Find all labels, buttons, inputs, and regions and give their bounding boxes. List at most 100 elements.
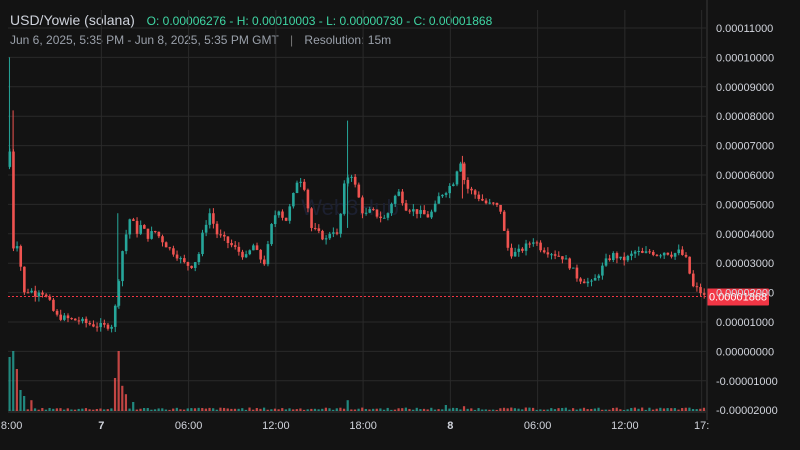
- volume-bar: [619, 409, 622, 411]
- volume-bar: [622, 409, 626, 411]
- candle-body: [593, 278, 597, 281]
- volume-bar: [197, 407, 200, 411]
- volume-bar: [328, 408, 331, 411]
- candle-body: [70, 318, 73, 320]
- candle-body: [121, 251, 124, 282]
- volume-bar: [88, 409, 91, 411]
- candle-body: [622, 256, 626, 261]
- volume-bar: [368, 409, 371, 411]
- candle-body: [48, 296, 52, 300]
- volume-bar: [321, 408, 324, 411]
- candle-body: [615, 253, 619, 259]
- volume-bar: [659, 407, 662, 411]
- volume-bar: [611, 407, 615, 411]
- candle-body: [204, 224, 208, 233]
- candle-body: [259, 249, 262, 260]
- candle-body: [132, 219, 135, 221]
- volume-bar: [459, 409, 462, 411]
- volume-bar: [641, 407, 644, 411]
- candle-body: [30, 290, 33, 293]
- candle-body: [299, 181, 302, 183]
- volume-bar: [215, 409, 218, 411]
- candle-body: [477, 194, 481, 199]
- volume-bar: [52, 408, 55, 411]
- candle-body: [215, 223, 219, 235]
- volume-bar: [630, 407, 633, 411]
- x-tick-label: 17:: [694, 420, 709, 432]
- volume-bar: [281, 408, 284, 411]
- volume-bar: [237, 408, 240, 411]
- candle-body: [466, 179, 470, 189]
- volume-bar: [419, 409, 422, 411]
- volume-bar: [37, 409, 40, 411]
- candle-body: [699, 287, 702, 294]
- volume-bar: [244, 409, 248, 411]
- last-price-label: 0.00001868: [709, 291, 767, 303]
- candle-body: [77, 320, 81, 322]
- candle-body: [604, 258, 608, 266]
- volume-bar: [462, 406, 466, 411]
- candle-body: [175, 254, 179, 259]
- candle-body: [437, 196, 441, 204]
- volume-bar: [124, 394, 128, 411]
- volume-bar: [521, 409, 524, 411]
- candle-body: [524, 243, 528, 251]
- candle-body: [390, 203, 393, 214]
- volume-bar: [48, 407, 51, 411]
- candle-body: [81, 318, 84, 322]
- candle-body: [568, 258, 571, 269]
- volume-bar: [666, 408, 669, 411]
- candle-body: [448, 185, 452, 194]
- volume-bar: [390, 409, 393, 411]
- volume-bar: [277, 409, 280, 411]
- volume-bar: [168, 409, 171, 411]
- volume-bar: [161, 408, 164, 411]
- candle-body: [186, 262, 190, 266]
- volume-bar: [561, 407, 564, 411]
- candle-body: [633, 251, 637, 254]
- volume-bar: [342, 408, 346, 411]
- candle-body: [691, 273, 695, 287]
- volume-bar: [55, 408, 58, 411]
- candle-body: [244, 254, 248, 258]
- volume-bar: [466, 408, 469, 411]
- volume-bar: [110, 408, 113, 411]
- candle-body: [110, 326, 113, 329]
- volume-bar: [477, 408, 480, 411]
- volume-bar: [77, 408, 80, 411]
- volume-bar: [593, 408, 597, 411]
- candle-body: [546, 252, 550, 255]
- candle-body: [339, 213, 342, 234]
- candle-body: [430, 211, 433, 218]
- volume-bar: [208, 407, 211, 411]
- volume-bar: [164, 409, 168, 411]
- candle-body: [379, 216, 382, 219]
- volume-bar: [157, 408, 160, 411]
- volume-bar: [379, 408, 382, 411]
- candle-body: [55, 310, 59, 315]
- candle-body: [150, 231, 153, 239]
- candle-body: [601, 265, 604, 276]
- y-tick-label: 0.00009000: [716, 82, 774, 94]
- volume-bar: [63, 409, 66, 411]
- volume-bar: [535, 409, 538, 411]
- volume-bar: [248, 407, 251, 411]
- volume-bar: [681, 408, 684, 411]
- volume-bars: [8, 351, 706, 411]
- volume-bar: [550, 408, 553, 411]
- candle-body: [561, 256, 564, 260]
- volume-bar: [510, 407, 513, 411]
- volume-bar: [273, 408, 277, 411]
- volume-bar: [19, 390, 22, 411]
- candle-body: [281, 211, 284, 218]
- volume-bar: [415, 407, 418, 411]
- volume-bar: [651, 409, 655, 411]
- volume-bar: [637, 408, 640, 411]
- candle-body: [357, 184, 361, 198]
- volume-bar: [579, 408, 582, 411]
- candle-body: [33, 290, 37, 297]
- volume-bar: [30, 400, 33, 411]
- candle-body: [553, 254, 557, 256]
- volume-bar: [143, 407, 146, 411]
